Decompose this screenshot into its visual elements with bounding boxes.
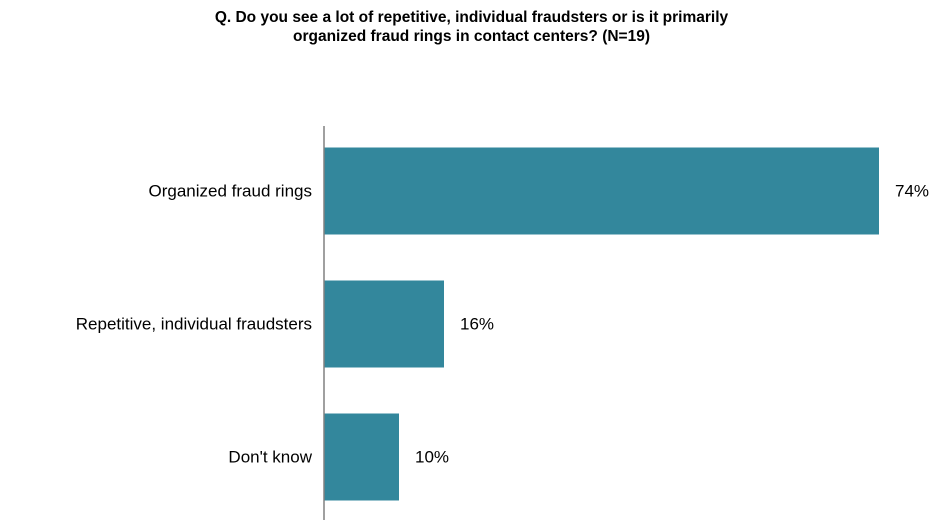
category-label-0: Organized fraud rings xyxy=(149,182,312,201)
bar-2 xyxy=(324,413,399,501)
bars-layer: Organized fraud rings 74% Repetitive, indi… xyxy=(76,147,929,501)
chart-title: Q. Do you see a lot of repetitive, indiv… xyxy=(0,8,943,46)
bar-0 xyxy=(324,147,879,235)
chart-title-line-1: Q. Do you see a lot of repetitive, indiv… xyxy=(214,9,729,26)
bar-1 xyxy=(324,280,444,368)
value-label-0: 74% xyxy=(895,182,929,201)
value-label-1: 16% xyxy=(460,315,494,334)
category-label-1: Repetitive, individual fraudsters xyxy=(76,315,312,334)
category-label-2: Don't know xyxy=(228,448,312,467)
value-label-2: 10% xyxy=(415,448,449,467)
chart-title-line-2: organized fraud rings in contact centers… xyxy=(293,28,650,45)
